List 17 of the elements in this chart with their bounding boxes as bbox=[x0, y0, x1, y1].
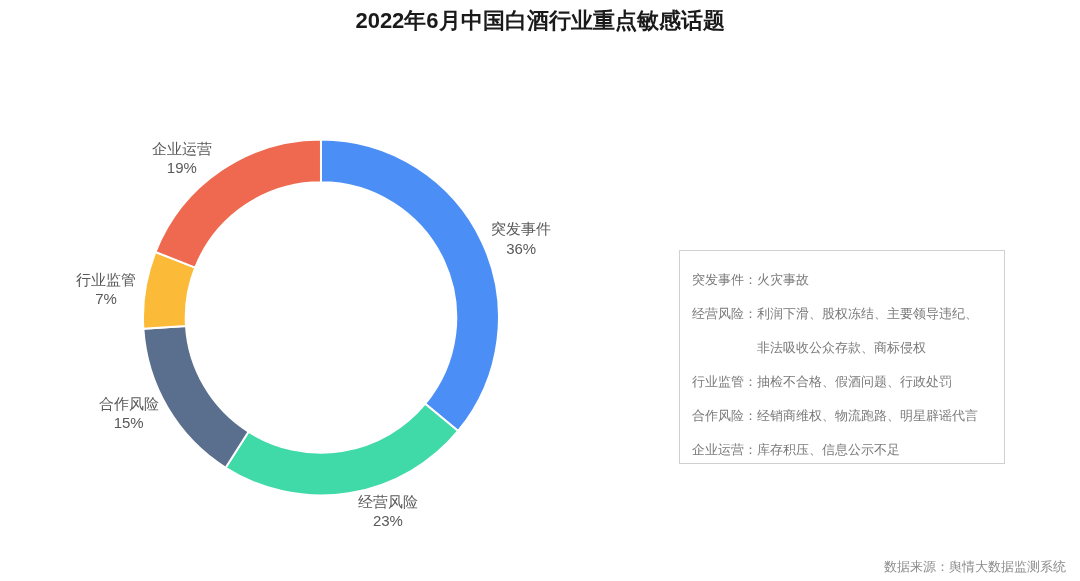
text: 行业监管：抽检不合格、假酒问题、行政处罚 bbox=[692, 373, 953, 391]
slice-label: 行业监管 bbox=[76, 270, 137, 288]
chart-title: 2022年6月中国白酒行业重点敏感话题 bbox=[355, 7, 725, 33]
text: 经营风险：利润下滑、股权冻结、主要领导违纪、非法吸收公众存款、商标侵权 bbox=[692, 306, 978, 355]
slice-label: 突发事件 bbox=[491, 220, 552, 238]
slice-label: 经营风险 bbox=[357, 492, 418, 510]
text: 合作风险：经销商维权、物流跑路、明星辟谣代言 bbox=[692, 407, 979, 425]
data-label: 23% bbox=[372, 512, 403, 530]
data-label: 19% bbox=[166, 159, 197, 177]
data-label: 7% bbox=[95, 290, 117, 308]
text: 企业运营：库存积压、信息公示不足 bbox=[692, 441, 901, 459]
source-note: 数据来源：舆情大数据监测系统 bbox=[884, 559, 1066, 574]
data-label: 15% bbox=[113, 414, 144, 432]
slice-label: 合作风险 bbox=[98, 394, 159, 412]
text: 突发事件：火灾事故 bbox=[692, 271, 810, 289]
data-label: 36% bbox=[506, 239, 537, 257]
slice-label: 企业运营 bbox=[151, 139, 212, 157]
